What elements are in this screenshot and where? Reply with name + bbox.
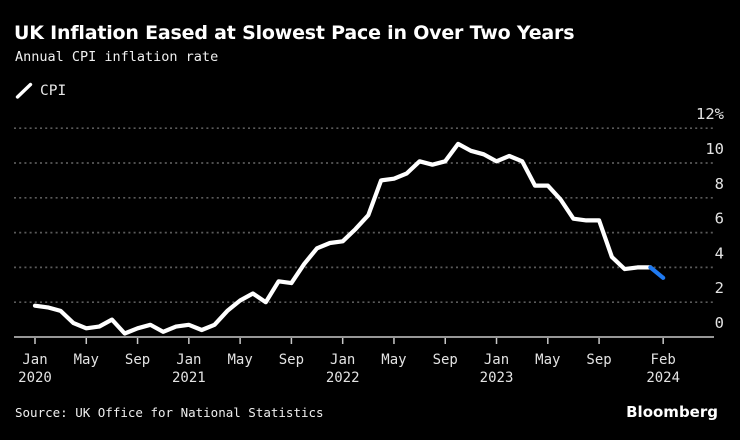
legend-label-cpi: CPI xyxy=(40,83,67,99)
y-axis-tick-label: 2 xyxy=(715,279,724,297)
cpi-line-swatch-icon xyxy=(15,82,33,99)
x-axis-year-label: 2021 xyxy=(172,370,206,386)
legend: CPI xyxy=(15,82,66,100)
cpi-line-latest-segment xyxy=(648,265,666,280)
x-axis-month-label: Sep xyxy=(279,352,304,368)
x-axis-month-label: May xyxy=(381,352,406,368)
x-axis-month-label: Sep xyxy=(125,352,150,368)
x-axis-year-label: 2024 xyxy=(646,370,680,386)
y-axis-tick-label: 12% xyxy=(696,105,725,123)
x-axis-month-label: Sep xyxy=(586,352,611,368)
chart-subtitle: Annual CPI inflation rate xyxy=(15,49,219,65)
y-axis-tick-label: 10 xyxy=(705,140,724,158)
chart-title: UK Inflation Eased at Slowest Pace in Ov… xyxy=(14,22,575,44)
source-note: Source: UK Office for National Statistic… xyxy=(15,405,324,420)
x-axis-month-label: May xyxy=(535,352,560,368)
y-axis-tick-label: 4 xyxy=(715,244,724,262)
y-axis-tick-label: 8 xyxy=(715,175,724,193)
x-axis-year-label: 2023 xyxy=(480,370,514,386)
x-axis-month-label: Jan xyxy=(484,352,509,368)
x-axis-month-label: Feb xyxy=(651,352,676,368)
x-axis-year-label: 2022 xyxy=(326,370,360,386)
y-axis-tick-label: 6 xyxy=(715,210,724,228)
cpi-line-series xyxy=(32,141,653,336)
y-axis-tick-label: 0 xyxy=(715,314,724,332)
x-axis-month-label: Sep xyxy=(433,352,458,368)
x-axis-month-label: Jan xyxy=(176,352,201,368)
x-axis-month-label: May xyxy=(74,352,99,368)
bloomberg-logo: Bloomberg xyxy=(626,403,718,421)
x-axis-month-label: Jan xyxy=(330,352,355,368)
x-axis-month-label: Jan xyxy=(22,352,47,368)
x-axis-month-label: May xyxy=(227,352,252,368)
x-axis-year-label: 2020 xyxy=(18,370,52,386)
